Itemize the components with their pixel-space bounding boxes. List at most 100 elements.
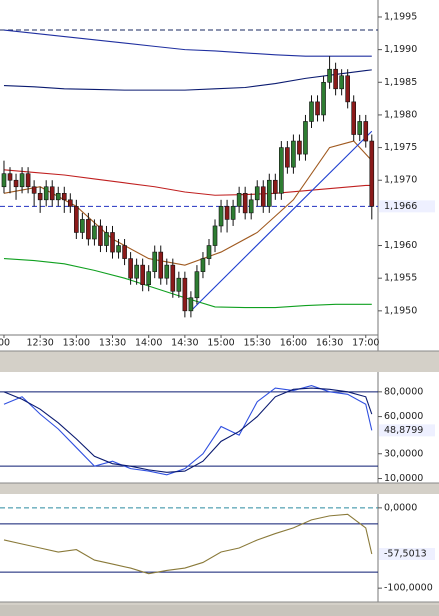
y-tick-label: -100,0000 <box>384 583 433 594</box>
candle-body <box>279 147 284 194</box>
candle-body <box>291 140 296 168</box>
x-tick-label: 13:30 <box>99 338 126 349</box>
y-tick-label: 1,1985 <box>384 77 417 88</box>
candle-body <box>55 192 61 201</box>
candle-body <box>7 173 13 181</box>
candle-body <box>92 225 97 240</box>
candle-body <box>182 277 188 312</box>
stochastic-panel <box>0 372 439 483</box>
y-tick-label: 1,1980 <box>384 109 417 120</box>
candle-body <box>218 206 224 227</box>
candle-body <box>266 179 272 207</box>
candle-body <box>254 186 260 201</box>
current-value-box <box>379 548 435 561</box>
momentum-panel <box>0 494 439 602</box>
y-tick-label: 10,0000 <box>384 473 423 484</box>
x-tick-label: 13:00 <box>63 338 90 349</box>
candle-body <box>242 192 248 214</box>
current-value-label: 48,8799 <box>384 425 423 436</box>
candle-body <box>80 219 85 233</box>
y-tick-label: 80,0000 <box>384 386 423 397</box>
candle-body <box>260 186 266 207</box>
candle-body <box>25 173 31 188</box>
candle-body <box>206 245 212 259</box>
candle-body <box>152 251 158 272</box>
candle-body <box>31 186 37 194</box>
candle-body <box>339 75 344 90</box>
candle-body <box>345 75 350 103</box>
candle-body <box>61 192 67 201</box>
candle-body <box>303 121 308 155</box>
x-tick-label: 15:30 <box>244 338 271 349</box>
candle-body <box>321 81 326 116</box>
candle-body <box>351 101 357 135</box>
candle-body <box>188 297 194 312</box>
candle-body <box>158 251 164 279</box>
candle-body <box>128 258 133 279</box>
current-value-label: -57,5013 <box>384 549 427 560</box>
x-tick-label: 15:00 <box>207 338 234 349</box>
candle-body <box>230 206 236 220</box>
candle-body <box>49 186 55 201</box>
candle-body <box>19 173 25 188</box>
current-value-label: 1,1966 <box>384 201 417 212</box>
candle-body <box>13 179 19 188</box>
indicator-line <box>3 387 373 473</box>
candle-body <box>357 121 363 135</box>
candle-body <box>236 192 242 207</box>
candle-body <box>194 271 200 299</box>
candle-body <box>134 264 139 279</box>
x-tick-label: 16:30 <box>316 338 343 349</box>
candle-body <box>43 186 49 201</box>
candle-body <box>363 121 369 142</box>
candle-body <box>327 68 332 83</box>
current-value-box <box>379 424 435 437</box>
candle-body <box>146 271 151 286</box>
y-tick-label: 1,1960 <box>384 240 417 251</box>
candle-body <box>200 258 206 272</box>
y-tick-label: 0,0000 <box>384 502 417 513</box>
candle-body <box>110 232 115 253</box>
x-tick-label: 14:30 <box>171 338 198 349</box>
candle-body <box>74 206 79 233</box>
indicator-line <box>3 29 372 57</box>
candle-body <box>116 245 121 253</box>
candle-body <box>297 140 302 155</box>
y-tick-label: 60,0000 <box>384 411 423 422</box>
y-tick-label: 1,1955 <box>384 273 417 284</box>
candle-body <box>212 225 218 246</box>
candle-body <box>170 264 176 292</box>
current-value-box <box>379 200 435 213</box>
y-tick-label: 1,1975 <box>384 142 417 153</box>
candle-body <box>333 68 338 90</box>
y-tick-label: 30,0000 <box>384 448 423 459</box>
indicator-line <box>3 169 372 196</box>
candle-body <box>98 225 103 246</box>
candle-body <box>37 192 43 201</box>
indicator-line <box>3 513 373 575</box>
candle-body <box>248 199 254 214</box>
candle-body <box>224 206 230 220</box>
candle-body <box>285 147 290 168</box>
candle-body <box>273 179 278 194</box>
y-tick-label: 1,1950 <box>384 305 417 316</box>
candle-body <box>140 264 145 286</box>
candle-body <box>369 140 375 207</box>
candle-body <box>176 277 182 292</box>
x-tick-label: 14:00 <box>135 338 162 349</box>
candle-body <box>309 101 314 122</box>
candle-body <box>68 199 73 207</box>
candle-body <box>122 245 127 259</box>
x-tick-label: 16:00 <box>280 338 307 349</box>
indicator-line <box>190 130 373 312</box>
candle-body <box>164 264 170 279</box>
scrollbar[interactable] <box>0 605 439 616</box>
x-tick-label: 17:00 <box>352 338 379 349</box>
y-tick-label: 1,1990 <box>384 44 417 55</box>
candle-body <box>86 219 91 240</box>
candle-body <box>104 232 109 246</box>
y-tick-label: 1,1995 <box>384 11 417 22</box>
candle-body <box>1 173 7 188</box>
